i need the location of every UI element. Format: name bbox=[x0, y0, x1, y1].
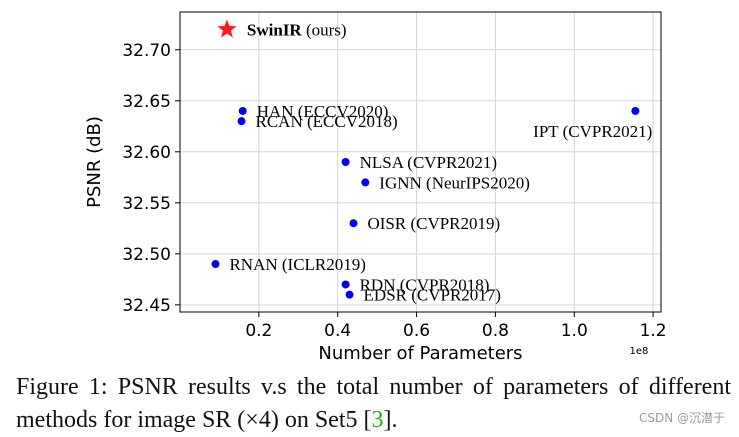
data-label: RDN (CVPR2018) bbox=[360, 275, 490, 294]
data-point bbox=[237, 117, 246, 126]
data-label: EDSR (CVPR2017) bbox=[364, 286, 501, 305]
y-tick-label: 32.45 bbox=[122, 296, 171, 316]
highlight-label: SwinIR (ours) bbox=[247, 20, 347, 39]
data-label: RCAN (ECCV2018) bbox=[256, 112, 398, 131]
highlight-star bbox=[217, 19, 237, 38]
caption-text: Figure 1: PSNR results v.s the total num… bbox=[16, 374, 731, 433]
data-point bbox=[631, 106, 640, 115]
data-label: OISR (CVPR2019) bbox=[367, 214, 500, 233]
data-point bbox=[361, 178, 370, 187]
y-tick-label: 32.50 bbox=[122, 245, 171, 265]
axis-ticks: 0.2 0.4 0.6 0.8 1.0 1.2 32.45 32.50 32.55 32.60 32… bbox=[122, 41, 666, 341]
data-label: HAN (ECCV2020) bbox=[257, 102, 389, 121]
x-axis-exponent: 1e8 bbox=[630, 346, 649, 357]
data-label: IPT (CVPR2021) bbox=[533, 122, 652, 141]
y-tick-label: 32.70 bbox=[122, 41, 171, 61]
figure-caption: Figure 1: PSNR results v.s the total num… bbox=[16, 371, 731, 437]
data-points: HAN (ECCV2020)RCAN (ECCV2018) IPT (CVPR20… bbox=[211, 19, 652, 305]
data-point bbox=[341, 280, 350, 289]
data-point bbox=[211, 260, 220, 269]
caption-text-end: ]. bbox=[383, 407, 398, 433]
data-label: NLSA (CVPR2021) bbox=[360, 153, 497, 172]
x-tick-label: 0.8 bbox=[482, 321, 509, 341]
x-tick-label: 1.2 bbox=[640, 321, 667, 341]
x-tick-label: 0.2 bbox=[245, 321, 272, 341]
data-point bbox=[349, 219, 358, 228]
y-tick-label: 32.55 bbox=[122, 194, 171, 214]
data-point bbox=[341, 158, 350, 166]
x-axis-label: Number of Parameters bbox=[318, 343, 522, 364]
caption-citation-link[interactable]: 3 bbox=[371, 407, 384, 433]
data-label: IGNN (NeurIPS2020) bbox=[379, 173, 530, 192]
y-tick-label: 32.65 bbox=[122, 92, 171, 112]
x-tick-label: 1.0 bbox=[561, 321, 588, 341]
watermark: CSDN @沉潜于 bbox=[638, 411, 725, 425]
data-point bbox=[238, 106, 247, 115]
plot-frame bbox=[179, 11, 662, 313]
scatter-chart: 0.2 0.4 0.6 0.8 1.0 1.2 32.45 32.50 32.55 32.60 32… bbox=[84, 11, 667, 364]
y-tick-label: 32.60 bbox=[122, 143, 171, 163]
x-tick-label: 0.4 bbox=[324, 321, 351, 341]
data-label: RNAN (ICLR2019) bbox=[229, 255, 365, 274]
x-tick-label: 0.6 bbox=[403, 321, 430, 341]
grid-lines bbox=[180, 12, 661, 312]
y-axis-label: PSNR (dB) bbox=[84, 116, 105, 208]
data-point bbox=[345, 290, 354, 299]
